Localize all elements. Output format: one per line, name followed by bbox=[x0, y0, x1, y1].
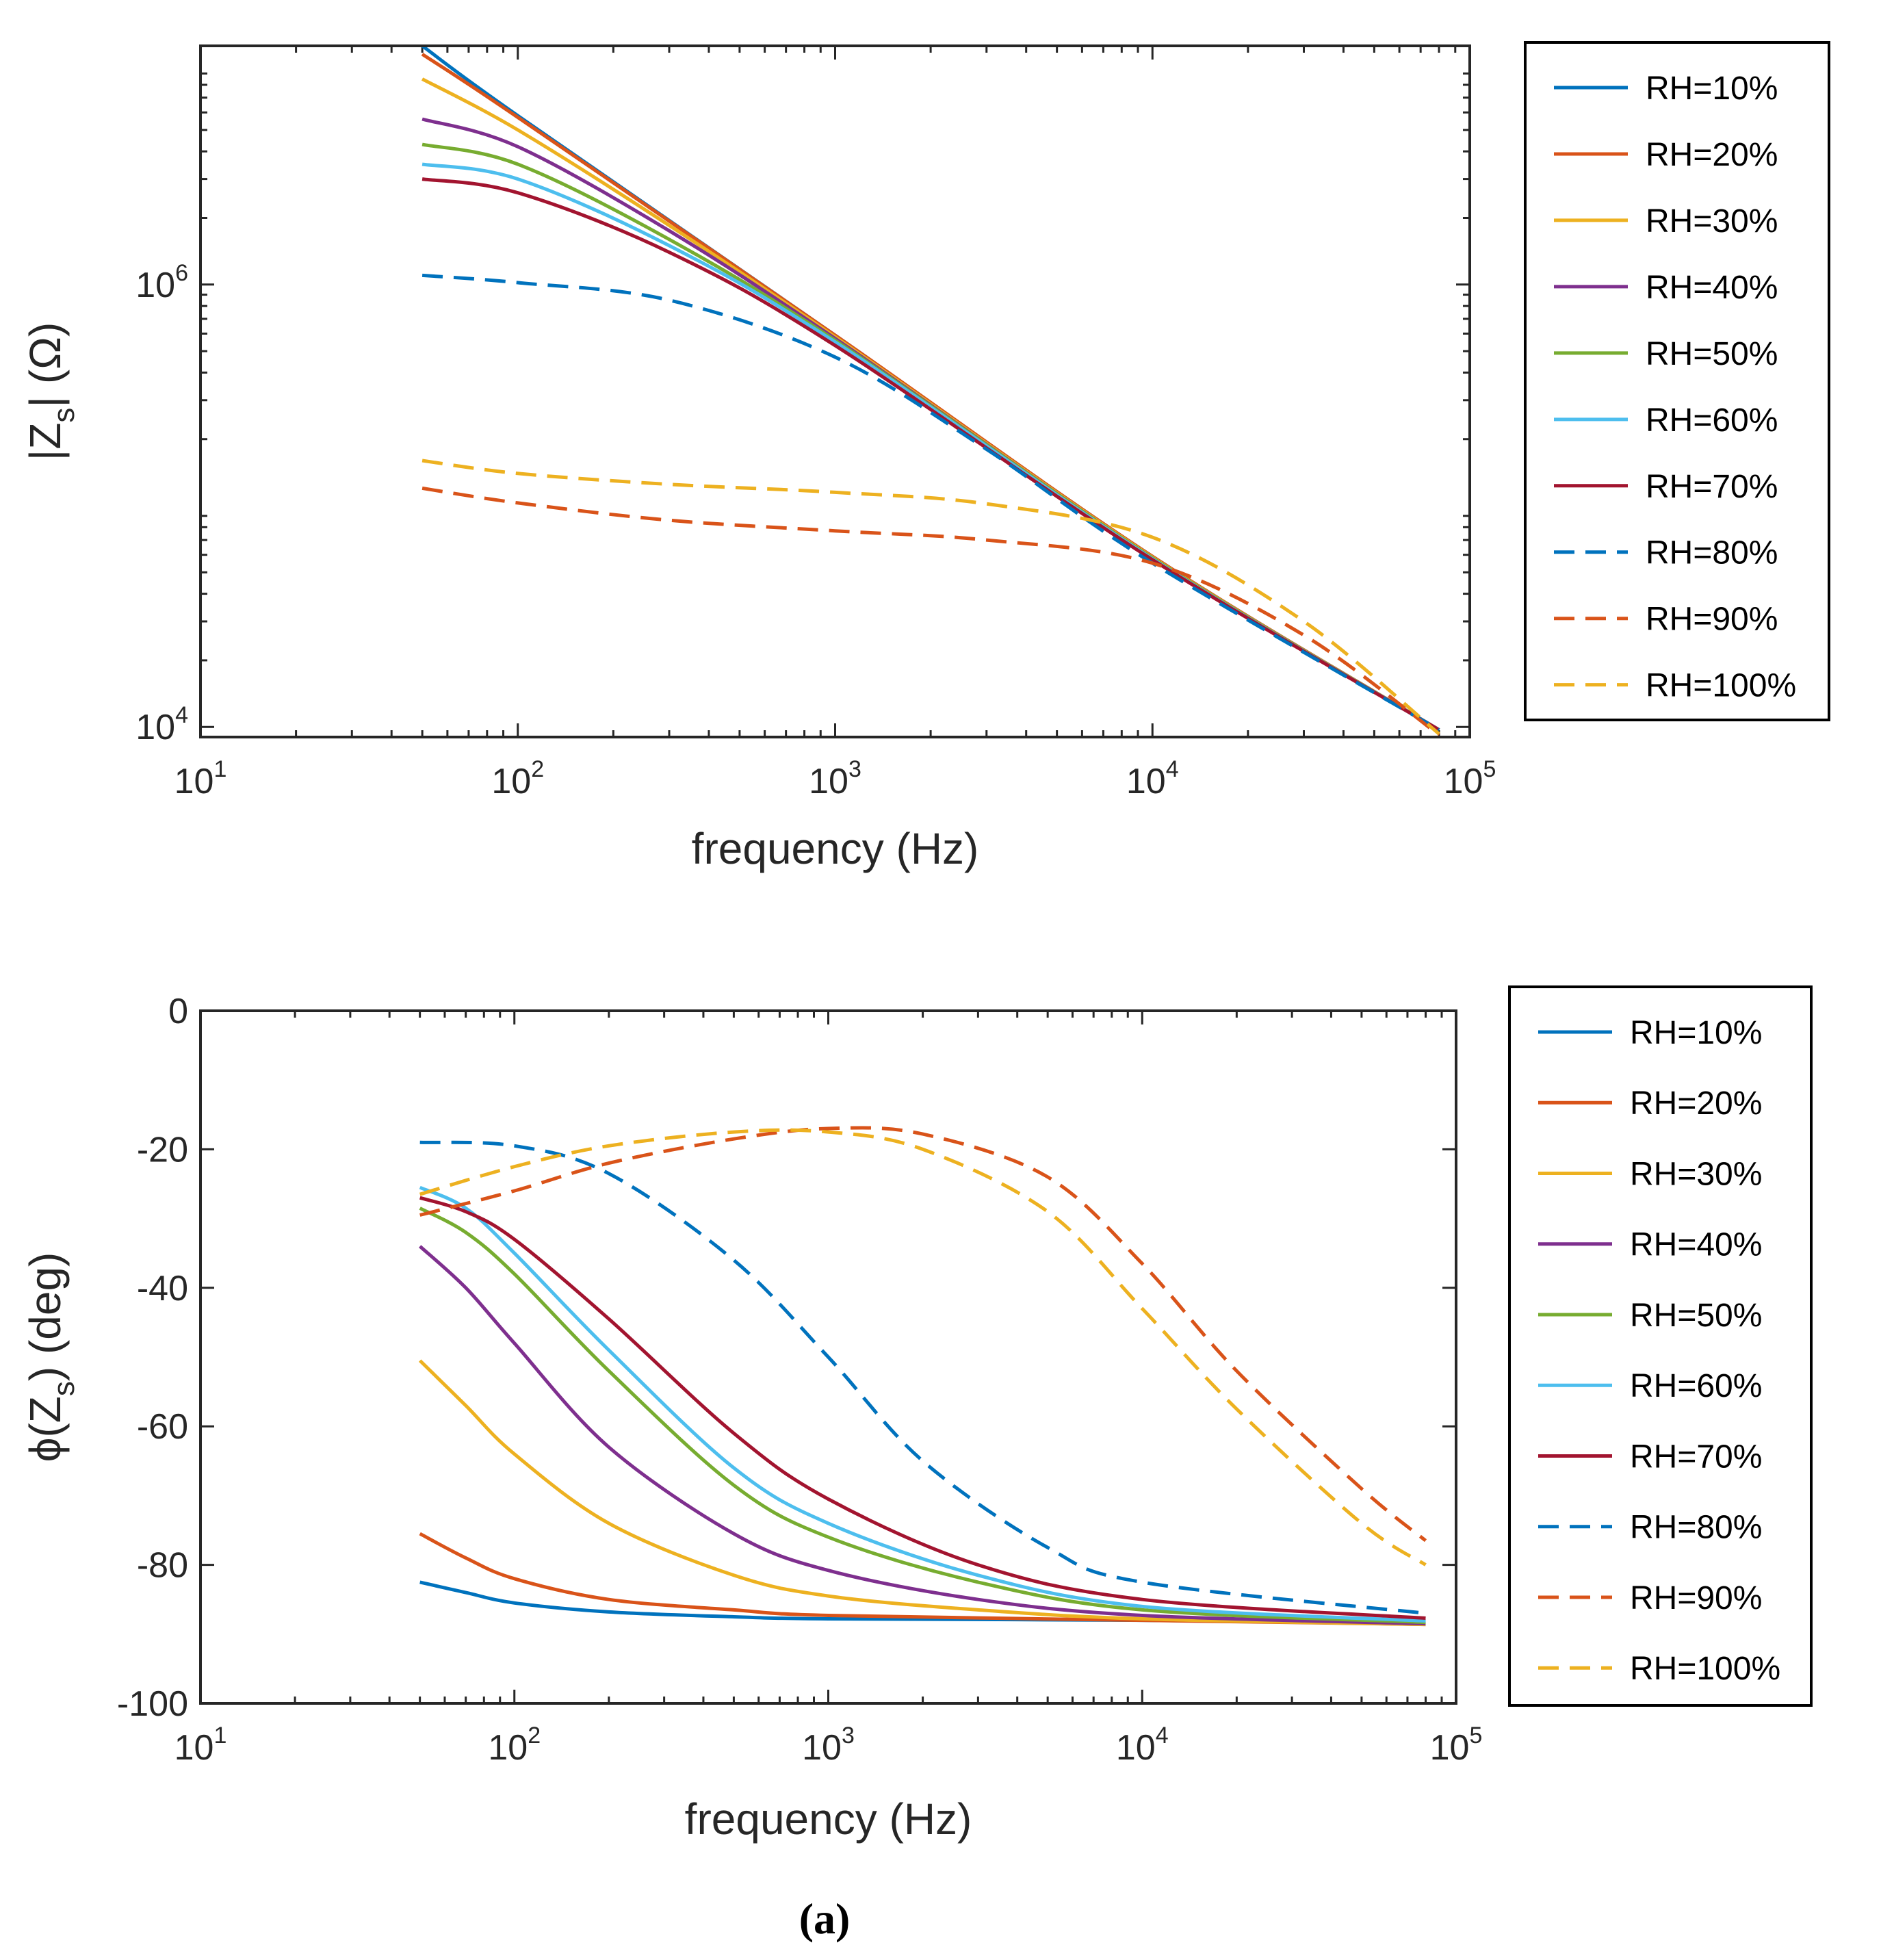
x-tick-label: 102 bbox=[491, 756, 544, 801]
y-tick-label: -60 bbox=[137, 1407, 188, 1447]
tick-exponent: 4 bbox=[175, 702, 188, 728]
tick-exponent: 1 bbox=[213, 1723, 226, 1749]
tick-base: 10 bbox=[135, 708, 175, 747]
series-line-rh-10 bbox=[421, 46, 1440, 732]
y-axis-label: ϕ(Zs) (deg) bbox=[21, 1252, 81, 1462]
legend-label-rh-20: RH=20% bbox=[1630, 1085, 1762, 1122]
legend-label-rh-10: RH=10% bbox=[1630, 1015, 1762, 1051]
legend-label-rh-10: RH=10% bbox=[1646, 70, 1778, 107]
series-line-rh-90 bbox=[421, 486, 1440, 736]
tick-base: 10 bbox=[135, 266, 175, 305]
y-label-post: ) (deg) bbox=[21, 1252, 70, 1382]
tick-base: 10 bbox=[491, 762, 531, 801]
legend-label-rh-30: RH=30% bbox=[1630, 1156, 1762, 1192]
series-line-rh-100 bbox=[419, 1128, 1427, 1566]
axes-box bbox=[199, 1009, 1457, 1705]
tick-base: 10 bbox=[1126, 762, 1166, 801]
phase-plot: 101 102 103 104 1050-20-40-60-80-100frequenc… bbox=[21, 985, 1813, 1844]
legend-label-rh-60: RH=60% bbox=[1630, 1368, 1762, 1404]
tick-base: 10 bbox=[174, 762, 214, 801]
series-line-rh-30 bbox=[418, 1359, 1426, 1627]
legend-label-rh-100: RH=100% bbox=[1646, 668, 1796, 704]
y-tick-label: 104 bbox=[135, 702, 188, 747]
y-tick-label: -20 bbox=[137, 1130, 188, 1170]
legend-label-rh-60: RH=60% bbox=[1646, 402, 1778, 439]
y-label-sub: s bbox=[47, 1381, 81, 1396]
legend-label-rh-50: RH=50% bbox=[1646, 336, 1778, 372]
y-label-pre: ϕ(Z bbox=[21, 1396, 70, 1462]
x-tick-label: 105 bbox=[1430, 1723, 1483, 1768]
tick-exponent: 3 bbox=[848, 756, 861, 782]
x-axis-label: frequency (Hz) bbox=[692, 824, 979, 873]
legend-label-rh-40: RH=40% bbox=[1646, 270, 1778, 306]
series-line-rh-70 bbox=[419, 1196, 1426, 1620]
series-line-rh-50 bbox=[419, 1207, 1426, 1625]
legend-label-rh-20: RH=20% bbox=[1646, 137, 1778, 173]
figure-caption: (a) bbox=[799, 1894, 851, 1943]
y-label-sub: s bbox=[47, 408, 81, 423]
tick-exponent: 1 bbox=[213, 756, 226, 782]
series-line-rh-80 bbox=[419, 1140, 1426, 1615]
legend: RH=10% RH=20% RH=30% RH=40% RH=50% RH=60% RH=7… bbox=[1524, 41, 1830, 721]
y-axis-label: |Zs| (Ω) bbox=[21, 322, 81, 461]
tick-base: 10 bbox=[802, 1728, 842, 1768]
legend-label-rh-70: RH=70% bbox=[1646, 469, 1778, 505]
tick-exponent: 2 bbox=[531, 756, 544, 782]
y-label-post: | (Ω) bbox=[21, 322, 70, 408]
x-tick-label: 101 bbox=[174, 756, 227, 801]
tick-base: 10 bbox=[1430, 1728, 1470, 1768]
tick-exponent: 4 bbox=[1156, 1723, 1169, 1749]
y-label-pre: |Z bbox=[21, 423, 70, 461]
legend-label-rh-80: RH=80% bbox=[1646, 535, 1778, 571]
series-line-rh-60 bbox=[419, 1185, 1426, 1623]
legend-label-rh-50: RH=50% bbox=[1630, 1298, 1762, 1334]
legend-box bbox=[1508, 985, 1813, 1707]
tick-base: 10 bbox=[174, 1728, 214, 1768]
axes-box bbox=[199, 44, 1471, 738]
tick-exponent: 3 bbox=[842, 1723, 855, 1749]
tick-base: 10 bbox=[809, 762, 848, 801]
tick-exponent: 5 bbox=[1469, 1723, 1482, 1749]
x-tick-label: 103 bbox=[802, 1723, 855, 1768]
series-group bbox=[421, 46, 1440, 736]
series-line-rh-60 bbox=[421, 162, 1440, 732]
tick-base: 10 bbox=[1444, 762, 1483, 801]
x-tick-label: 104 bbox=[1116, 1723, 1169, 1768]
tick-exponent: 6 bbox=[175, 260, 188, 286]
x-tick-label: 105 bbox=[1444, 756, 1496, 801]
series-line-rh-40 bbox=[419, 1245, 1426, 1626]
tick-base: 10 bbox=[488, 1728, 528, 1768]
series-line-rh-100 bbox=[421, 459, 1440, 736]
legend-label-rh-30: RH=30% bbox=[1646, 203, 1778, 240]
x-tick-label: 102 bbox=[488, 1723, 541, 1768]
tick-base: 10 bbox=[1116, 1728, 1156, 1768]
y-tick-label: -100 bbox=[117, 1684, 188, 1724]
legend-label-rh-90: RH=90% bbox=[1646, 602, 1778, 638]
legend-label-rh-100: RH=100% bbox=[1630, 1651, 1780, 1687]
tick-exponent: 5 bbox=[1483, 756, 1496, 782]
x-tick-label: 103 bbox=[809, 756, 861, 801]
tick-exponent: 4 bbox=[1166, 756, 1179, 782]
series-line-rh-70 bbox=[421, 177, 1440, 732]
series-line-rh-90 bbox=[419, 1126, 1427, 1543]
tick-exponent: 2 bbox=[528, 1723, 541, 1749]
legend-label-rh-80: RH=80% bbox=[1630, 1510, 1762, 1546]
y-tick-label: 0 bbox=[168, 992, 188, 1031]
legend-label-rh-70: RH=70% bbox=[1630, 1439, 1762, 1475]
series-line-rh-80 bbox=[421, 273, 1440, 732]
x-axis-label: frequency (Hz) bbox=[685, 1794, 972, 1844]
series-line-rh-20 bbox=[421, 53, 1440, 732]
y-tick-label: -40 bbox=[137, 1269, 188, 1308]
y-tick-label: -80 bbox=[137, 1546, 188, 1586]
series-group bbox=[418, 1126, 1427, 1627]
legend: RH=10% RH=20% RH=30% RH=40% RH=50% RH=60% RH=7… bbox=[1508, 985, 1813, 1707]
legend-label-rh-90: RH=90% bbox=[1630, 1580, 1762, 1616]
y-tick-label: 106 bbox=[135, 260, 188, 305]
legend-label-rh-40: RH=40% bbox=[1630, 1227, 1762, 1263]
x-tick-label: 104 bbox=[1126, 756, 1179, 801]
x-tick-label: 101 bbox=[174, 1723, 227, 1768]
